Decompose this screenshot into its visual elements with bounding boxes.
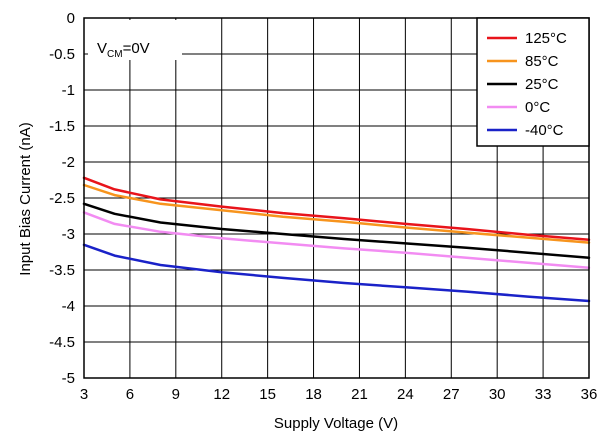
series-line [82, 243, 591, 303]
legend-label: 125°C [525, 30, 567, 47]
x-tick-label: 9 [172, 386, 180, 403]
annotation-sub: CM [107, 49, 123, 60]
y-tick-label: -0.5 [49, 46, 75, 63]
x-tick-label: 36 [581, 386, 598, 403]
legend-label: 85°C [525, 53, 559, 70]
legend: 125°C 85°C 25°C 0°C -40°C [476, 17, 590, 147]
x-tick-label: 21 [351, 386, 368, 403]
legend-label: -40°C [525, 122, 564, 139]
y-tick-label: 0 [67, 10, 75, 27]
y-axis-title: Input Bias Current (nA) [17, 122, 34, 275]
legend-label: 0°C [525, 99, 550, 116]
y-axis-ticks: 0 -0.5 -1 -1.5 -2 -2.5 -3 -3.5 -4 -4.5 -5 [49, 10, 75, 387]
series-line [82, 183, 591, 244]
y-tick-label: -5 [62, 370, 75, 387]
series-layer [82, 176, 591, 303]
y-tick-label: -1.5 [49, 118, 75, 135]
x-tick-label: 15 [259, 386, 276, 403]
series-line [82, 176, 591, 242]
y-tick-label: -4.5 [49, 334, 75, 351]
x-tick-label: 3 [80, 386, 88, 403]
x-axis-ticks: 3 6 9 12 15 18 21 24 27 30 33 36 [80, 386, 598, 403]
legend-label: 25°C [525, 76, 559, 93]
legend-box [476, 17, 590, 147]
y-tick-label: -3 [62, 226, 75, 243]
annotation-rest: =0V [123, 40, 150, 57]
annotation-main: V [97, 40, 107, 57]
x-tick-label: 6 [126, 386, 134, 403]
vcm-annotation: VCM=0V [88, 20, 182, 60]
y-tick-label: -4 [62, 298, 75, 315]
x-tick-label: 12 [213, 386, 230, 403]
x-axis-title: Supply Voltage (V) [274, 415, 398, 432]
y-tick-label: -2.5 [49, 190, 75, 207]
annotation-text: VCM=0V [97, 40, 150, 60]
y-tick-label: -3.5 [49, 262, 75, 279]
x-tick-label: 18 [305, 386, 322, 403]
x-tick-label: 27 [443, 386, 460, 403]
annotation-background [88, 20, 182, 60]
x-tick-label: 24 [397, 386, 414, 403]
x-tick-label: 33 [535, 386, 552, 403]
plot-frame [83, 17, 590, 379]
x-tick-label: 30 [489, 386, 506, 403]
y-tick-label: -2 [62, 154, 75, 171]
series-line [82, 202, 591, 260]
y-tick-label: -1 [62, 82, 75, 99]
series-line [82, 211, 591, 270]
